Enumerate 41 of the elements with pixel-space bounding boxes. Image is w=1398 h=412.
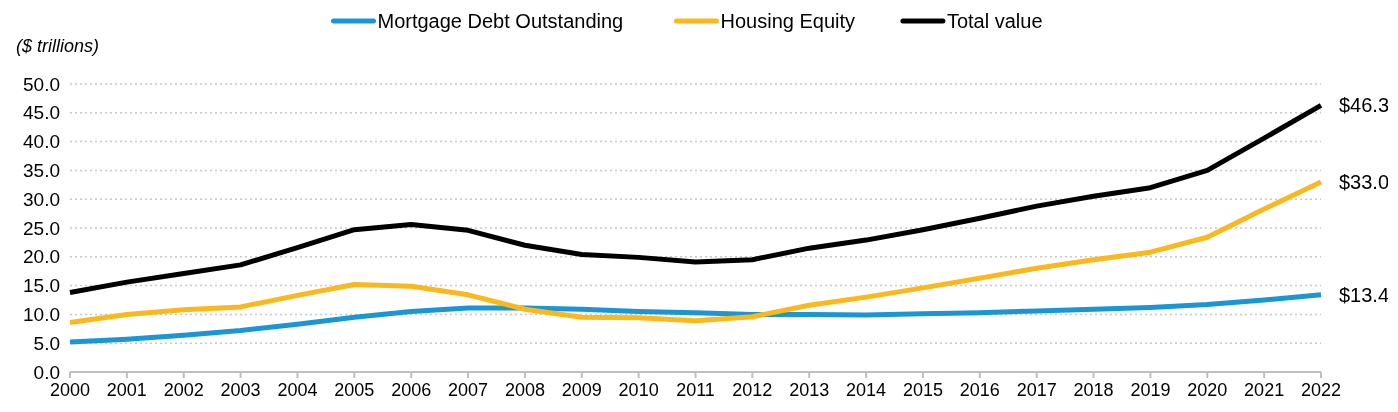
x-tick-label: 2000 <box>49 380 91 400</box>
x-tick-label: 2022 <box>1300 380 1342 400</box>
x-tick-label: 2010 <box>618 380 659 400</box>
y-axis-title: ($ trillions) <box>16 36 100 56</box>
y-tick-label: 40.0 <box>23 131 60 153</box>
x-tick-label: 2002 <box>163 380 204 400</box>
annotation: $13.4 <box>1339 283 1390 306</box>
annotation: $33.0 <box>1339 170 1390 193</box>
legend-label: Total value <box>946 10 1043 32</box>
y-tick-label: 15.0 <box>23 275 60 297</box>
annotation: $46.3 <box>1339 94 1390 117</box>
y-tick-label: 5.0 <box>33 332 60 354</box>
x-tick-label: 2003 <box>220 380 261 400</box>
x-tick-label: 2001 <box>106 380 147 400</box>
y-tick-label: 20.0 <box>23 246 60 268</box>
x-tick-label: 2015 <box>902 380 943 400</box>
x-tick-label: 2006 <box>391 380 432 400</box>
x-tick-label: 2004 <box>277 380 318 400</box>
x-tick-label: 2008 <box>504 380 545 400</box>
y-tick-label: 50.0 <box>23 73 60 95</box>
y-tick-label: 0.0 <box>33 361 60 383</box>
y-tick-label: 10.0 <box>23 304 60 326</box>
x-tick-label: 2012 <box>732 380 773 400</box>
x-tick-label: 2017 <box>1016 380 1057 400</box>
x-tick-label: 2016 <box>959 380 1000 400</box>
legend-label: Housing Equity <box>720 10 856 32</box>
x-tick-label: 2018 <box>1073 380 1114 400</box>
y-tick-label: 25.0 <box>23 217 60 239</box>
y-tick-label: 45.0 <box>23 102 60 124</box>
x-tick-label: 2013 <box>789 380 830 400</box>
y-tick-label: 35.0 <box>23 160 60 182</box>
x-tick-label: 2007 <box>448 380 489 400</box>
y-tick-label: 30.0 <box>23 188 60 210</box>
x-tick-label: 2019 <box>1130 380 1171 400</box>
x-tick-label: 2011 <box>676 380 715 400</box>
x-tick-label: 2009 <box>561 380 602 400</box>
x-tick-label: 2005 <box>334 380 375 400</box>
legend-label: Mortgage Debt Outstanding <box>377 10 624 32</box>
x-tick-label: 2021 <box>1244 380 1285 400</box>
x-tick-label: 2014 <box>846 380 887 400</box>
x-tick-label: 2020 <box>1187 380 1228 400</box>
